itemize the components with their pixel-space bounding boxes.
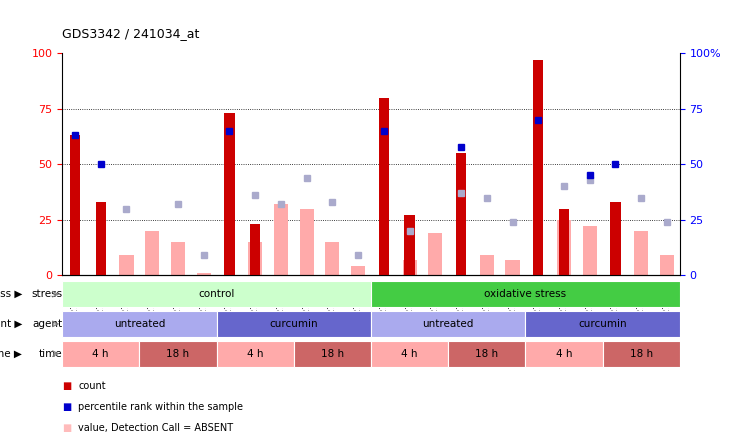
- Bar: [379, 98, 389, 275]
- Text: 18 h: 18 h: [321, 349, 344, 359]
- Bar: [70, 135, 80, 275]
- Text: 4 h: 4 h: [556, 349, 572, 359]
- Text: oxidative stress: oxidative stress: [485, 289, 567, 299]
- Text: percentile rank within the sample: percentile rank within the sample: [78, 402, 243, 412]
- Bar: [250, 224, 260, 275]
- Text: 18 h: 18 h: [629, 349, 653, 359]
- Text: GDS3342 / 241034_at: GDS3342 / 241034_at: [62, 27, 200, 40]
- Bar: [197, 273, 211, 275]
- Bar: [480, 255, 494, 275]
- Bar: [300, 209, 314, 275]
- Text: 4 h: 4 h: [93, 349, 109, 359]
- Bar: [171, 242, 185, 275]
- Bar: [351, 266, 366, 275]
- Bar: [526, 311, 680, 337]
- Text: ■: ■: [62, 402, 72, 412]
- Bar: [62, 281, 371, 307]
- Text: ■: ■: [62, 381, 72, 391]
- Text: 18 h: 18 h: [167, 349, 189, 359]
- Text: untreated: untreated: [113, 319, 165, 329]
- Text: count: count: [78, 381, 106, 391]
- Bar: [62, 311, 216, 337]
- Text: value, Detection Call = ABSENT: value, Detection Call = ABSENT: [78, 424, 233, 433]
- Text: untreated: untreated: [423, 319, 474, 329]
- Bar: [403, 260, 417, 275]
- Text: curcumin: curcumin: [578, 319, 627, 329]
- Text: curcumin: curcumin: [270, 319, 318, 329]
- Text: agent ▶: agent ▶: [0, 319, 22, 329]
- Bar: [248, 242, 262, 275]
- Bar: [371, 341, 448, 367]
- Bar: [119, 255, 134, 275]
- Text: time: time: [39, 349, 62, 359]
- Text: ■: ■: [62, 424, 72, 433]
- Bar: [96, 202, 106, 275]
- Bar: [610, 202, 621, 275]
- Bar: [557, 220, 571, 275]
- Bar: [371, 311, 526, 337]
- Bar: [224, 113, 235, 275]
- Text: stress: stress: [31, 289, 62, 299]
- Bar: [404, 215, 414, 275]
- Text: stress ▶: stress ▶: [0, 289, 22, 299]
- Bar: [448, 341, 526, 367]
- Bar: [325, 242, 339, 275]
- Bar: [526, 341, 602, 367]
- Text: 18 h: 18 h: [475, 349, 499, 359]
- Bar: [294, 341, 371, 367]
- Bar: [145, 231, 159, 275]
- Bar: [140, 341, 216, 367]
- Text: agent: agent: [32, 319, 62, 329]
- Bar: [635, 231, 648, 275]
- Bar: [559, 209, 569, 275]
- Bar: [660, 255, 674, 275]
- Bar: [456, 153, 466, 275]
- Text: 4 h: 4 h: [247, 349, 263, 359]
- Bar: [533, 60, 543, 275]
- Bar: [274, 204, 288, 275]
- Bar: [428, 233, 442, 275]
- Text: time ▶: time ▶: [0, 349, 22, 359]
- Text: 4 h: 4 h: [401, 349, 418, 359]
- Bar: [216, 311, 371, 337]
- Bar: [371, 281, 680, 307]
- Bar: [583, 226, 596, 275]
- Bar: [216, 341, 294, 367]
- Bar: [62, 341, 140, 367]
- Bar: [602, 341, 680, 367]
- Bar: [505, 260, 520, 275]
- Text: control: control: [198, 289, 235, 299]
